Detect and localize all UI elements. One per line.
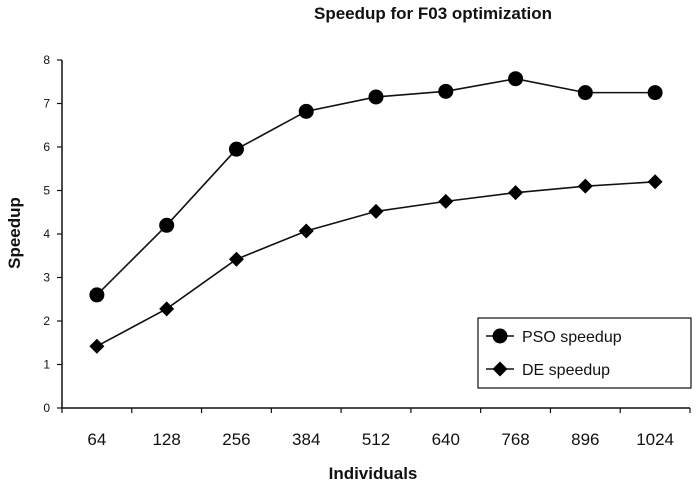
- y-tick-label: 8: [43, 53, 50, 67]
- data-point-pso: [228, 141, 244, 157]
- data-point-de: [368, 203, 384, 219]
- x-tick-label: 512: [362, 430, 390, 449]
- x-tick-label: 640: [432, 430, 460, 449]
- y-tick-label: 2: [43, 314, 50, 328]
- x-tick-label: 128: [152, 430, 180, 449]
- legend-marker-pso: [492, 328, 508, 344]
- data-point-pso: [508, 71, 524, 87]
- data-point-pso: [438, 83, 454, 99]
- data-point-de: [298, 223, 314, 239]
- data-point-pso: [298, 103, 314, 119]
- data-point-de: [228, 251, 244, 267]
- legend: PSO speedup DE speedup: [477, 317, 692, 389]
- data-point-de: [159, 301, 175, 317]
- y-tick-label: 0: [43, 401, 50, 415]
- x-tick-label: 1024: [636, 430, 674, 449]
- data-point-de: [577, 178, 593, 194]
- x-tick-label: 64: [87, 430, 106, 449]
- y-tick-label: 3: [43, 271, 50, 285]
- x-tick-label: 768: [501, 430, 529, 449]
- data-point-pso: [647, 85, 663, 101]
- data-point-pso: [159, 217, 175, 233]
- legend-box: [477, 317, 692, 389]
- legend-marker-de: [492, 361, 508, 377]
- x-axis-label: Individuals: [329, 464, 418, 483]
- x-ticks: 64 128 256 384 512 640 768 896 1024: [61, 408, 691, 449]
- y-tick-label: 1: [43, 358, 50, 372]
- series-group: [89, 71, 663, 354]
- legend-label-pso: PSO speedup: [522, 329, 622, 346]
- legend-label-de: DE speedup: [522, 362, 610, 379]
- y-tick-label: 6: [43, 140, 50, 154]
- series-pso: [89, 71, 663, 303]
- chart-title: Speedup for F03 optimization: [314, 4, 552, 23]
- data-point-de: [647, 174, 663, 190]
- y-tick-label: 7: [43, 97, 50, 111]
- data-point-de: [89, 338, 105, 354]
- data-point-de: [438, 193, 454, 209]
- x-tick-label: 896: [571, 430, 599, 449]
- y-tick-label: 5: [43, 184, 50, 198]
- y-axis-label: Speedup: [5, 197, 24, 269]
- data-point-pso: [368, 89, 384, 105]
- data-point-pso: [577, 85, 593, 101]
- series-de: [89, 174, 663, 354]
- data-point-de: [508, 185, 524, 201]
- y-tick-label: 4: [43, 227, 50, 241]
- data-point-pso: [89, 287, 105, 303]
- x-tick-label: 384: [292, 430, 320, 449]
- y-ticks: 0 1 2 3 4 5 6 7 8: [43, 53, 62, 415]
- x-tick-label: 256: [222, 430, 250, 449]
